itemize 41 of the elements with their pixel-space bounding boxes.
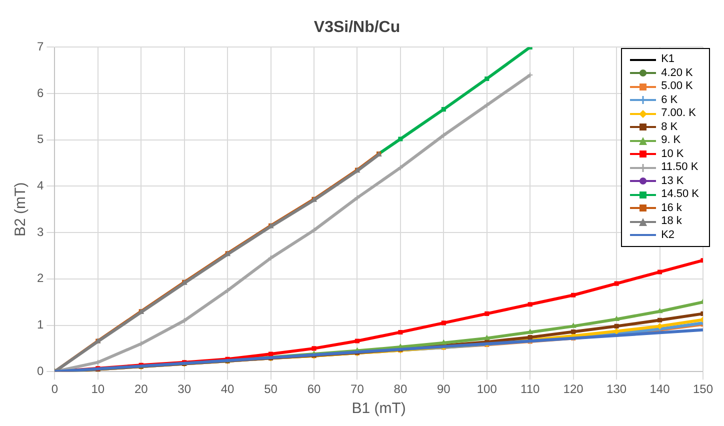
x-tick-label: 80 — [394, 382, 408, 396]
chart-title: V3Si/Nb/Cu — [314, 19, 400, 36]
legend-label: 16 k — [661, 202, 682, 215]
legend-label: K1 — [661, 53, 675, 66]
x-tick-label: 30 — [178, 382, 192, 396]
legend-label: 7.00. K — [661, 107, 696, 120]
x-tick-label: 100 — [476, 382, 498, 396]
x-tick-label: 0 — [51, 382, 58, 396]
x-tick-label: 130 — [606, 382, 627, 396]
x-tick-label: 70 — [350, 382, 364, 396]
y-axis-title: B2 (mT) — [12, 182, 30, 236]
x-tick-label: 150 — [692, 382, 714, 396]
y-tick-label: 1 — [36, 318, 44, 332]
x-axis-title: B1 (mT) — [352, 400, 406, 418]
y-tick-label: 4 — [36, 178, 44, 193]
y-tick-label: 6 — [36, 86, 44, 100]
y-tick-label: 5 — [36, 132, 44, 146]
legend-label: K2 — [661, 228, 675, 242]
legend-label: 18 k — [661, 215, 682, 228]
y-tick-label: 2 — [36, 271, 44, 286]
legend-label: 5.00 K — [661, 80, 693, 94]
y-tick-label: 3 — [36, 224, 44, 239]
legend-label: 8 K — [661, 120, 678, 134]
y-tick-label: 7 — [36, 40, 44, 54]
legend-label: 14.50 K — [661, 188, 699, 202]
legend-label: 11.50 K — [661, 161, 698, 174]
x-tick-label: 40 — [220, 382, 235, 396]
y-tick-label: 0 — [36, 364, 44, 378]
x-tick-label: 20 — [134, 382, 148, 396]
x-tick-label: 110 — [520, 382, 540, 396]
legend-label: 9. K — [661, 134, 681, 148]
legend-label: 10 K — [661, 148, 684, 161]
x-tick-label: 60 — [307, 382, 321, 396]
x-tick-label: 50 — [264, 382, 278, 396]
legend-label: 6 K — [661, 94, 678, 107]
legend-label: 4.20 K — [661, 66, 693, 80]
x-tick-label: 10 — [91, 382, 105, 396]
x-tick-label: 140 — [650, 382, 670, 396]
legend-label: 13 K — [661, 174, 684, 188]
x-tick-label: 90 — [436, 382, 451, 396]
x-tick-label: 120 — [563, 382, 584, 396]
